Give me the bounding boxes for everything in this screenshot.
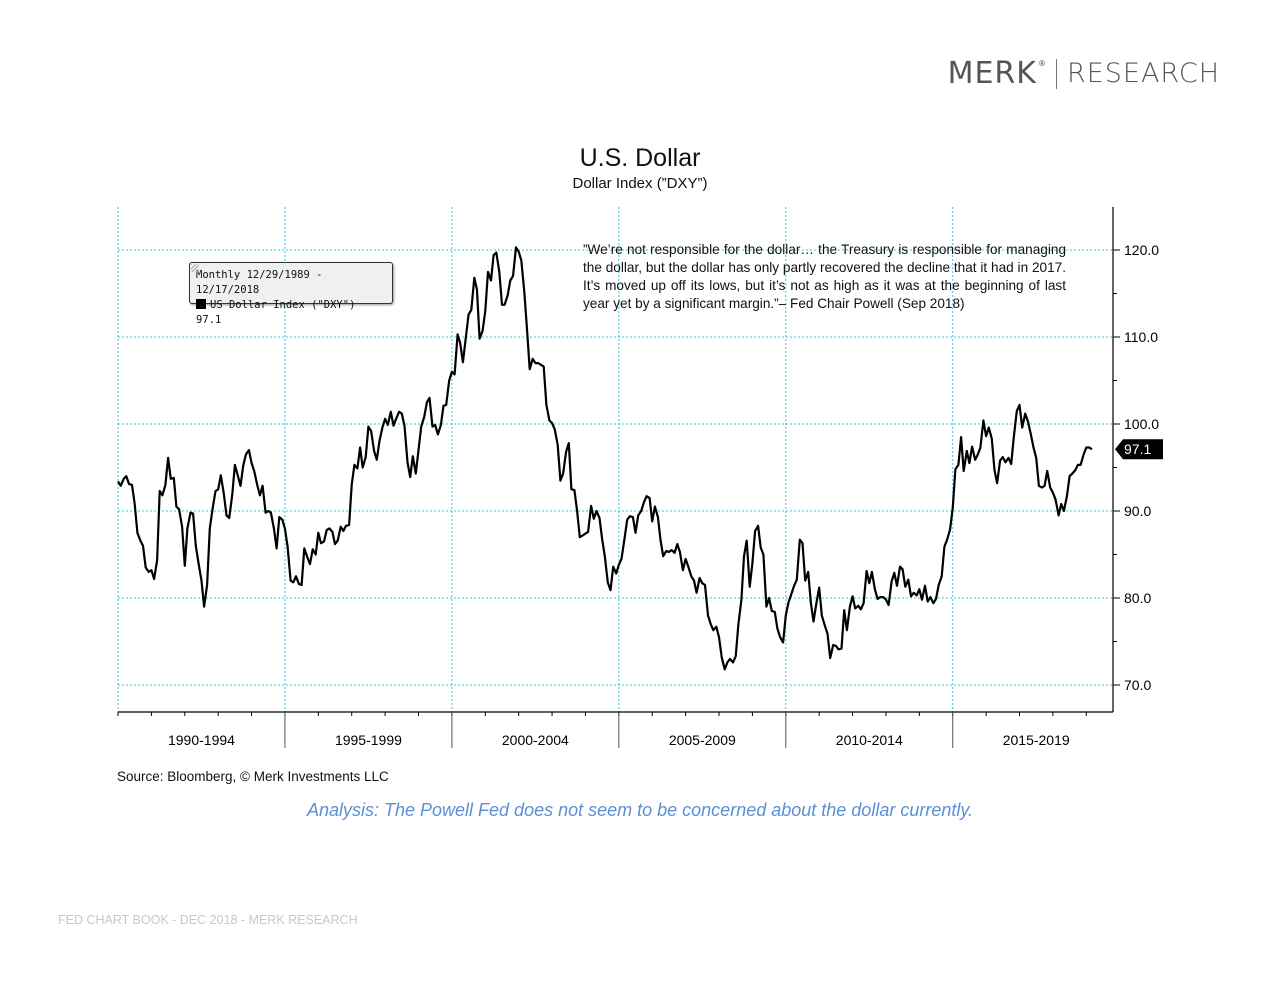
merk-research-logo: MERK ® RESEARCH — [948, 56, 1220, 91]
registered-mark: ® — [1037, 59, 1046, 68]
legend-swatch — [196, 299, 206, 309]
y-tick-label: 90.0 — [1124, 503, 1151, 519]
source-note: Source: Bloomberg, © Merk Investments LL… — [117, 769, 389, 784]
x-tick-label: 2005-2009 — [669, 732, 736, 748]
legend-corner-grip — [191, 264, 199, 272]
last-value-label: 97.1 — [1124, 441, 1151, 457]
brand-division: RESEARCH — [1066, 58, 1220, 89]
legend-series-label: US Dollar Index ("DXY") 97.1 — [196, 299, 356, 326]
x-tick-label: 2015-2019 — [1003, 732, 1070, 748]
page-footer: FED CHART BOOK - DEC 2018 - MERK RESEARC… — [58, 913, 358, 927]
x-tick-label: 2000-2004 — [502, 732, 569, 748]
y-tick-label: 100.0 — [1124, 416, 1159, 432]
y-tick-label: 80.0 — [1124, 590, 1151, 606]
chart-legend: Monthly 12/29/1989 - 12/17/2018 US Dolla… — [189, 262, 393, 326]
last-value-marker — [1115, 439, 1163, 460]
brand-divider — [1055, 58, 1057, 89]
dxy-series-line — [117, 246, 1093, 671]
y-tick-label: 110.0 — [1124, 329, 1158, 345]
x-tick-label: 1990-1994 — [168, 732, 235, 748]
y-tick-label: 120.0 — [1124, 242, 1159, 258]
y-tick-label: 70.0 — [1124, 677, 1151, 693]
x-tick-label: 1995-1999 — [335, 732, 402, 748]
analysis-note: Analysis: The Powell Fed does not seem t… — [306, 800, 974, 820]
chart-subtitle: Dollar Index (”DXY”) — [572, 175, 708, 192]
legend-series-row: US Dollar Index ("DXY") 97.1 — [196, 298, 386, 328]
x-tick-label: 2010-2014 — [836, 732, 903, 748]
brand-name: MERK — [947, 56, 1037, 91]
chart-title: U.S. Dollar — [579, 144, 701, 172]
powell-quote: ”We’re not responsible for the dollar… t… — [583, 242, 1066, 311]
legend-period: Monthly 12/29/1989 - 12/17/2018 — [196, 269, 323, 296]
